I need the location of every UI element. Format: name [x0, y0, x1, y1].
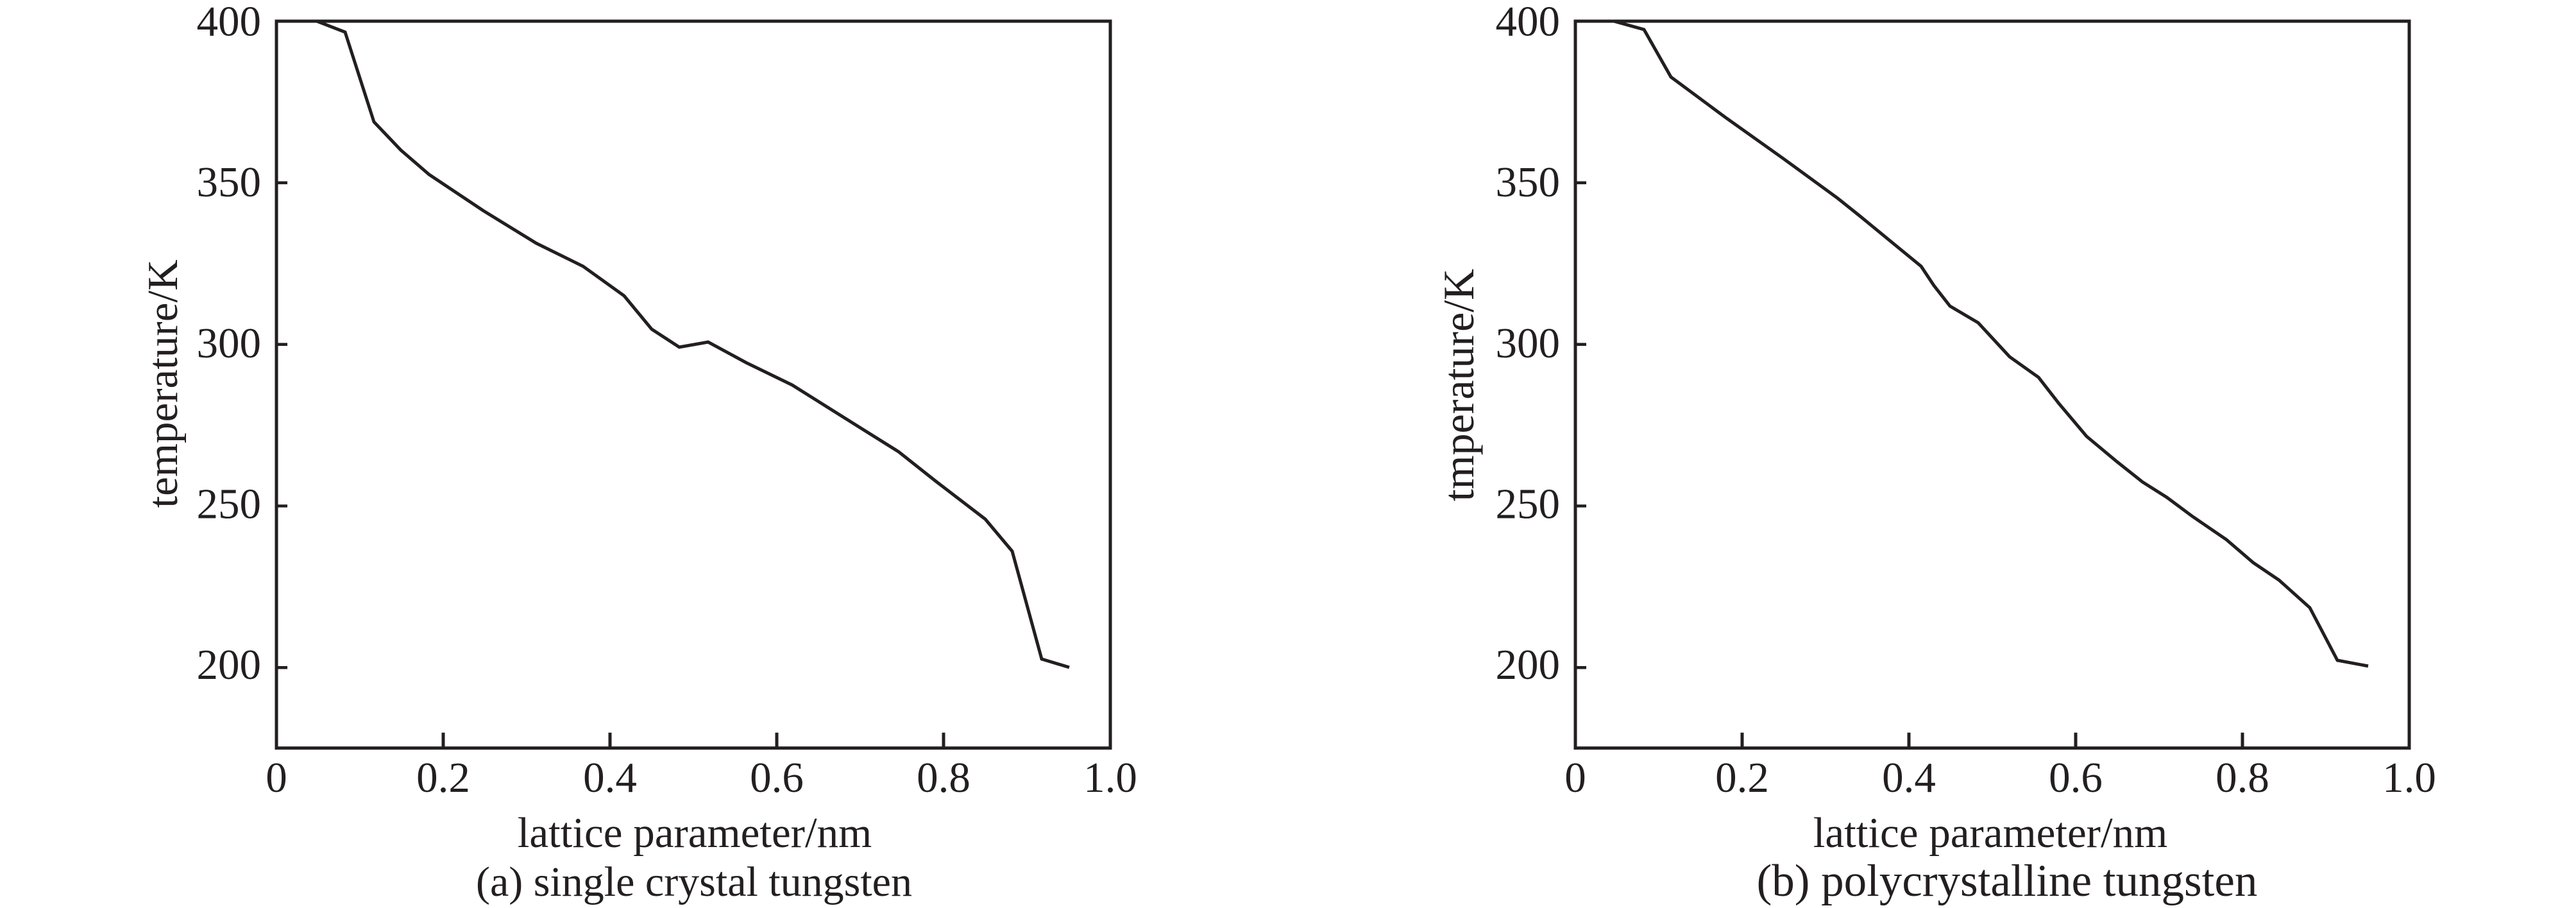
svg-text:0: 0: [1564, 754, 1586, 801]
svg-text:lattice parameter/nm: lattice parameter/nm: [1813, 809, 2167, 857]
svg-text:400: 400: [1496, 0, 1561, 45]
svg-text:0.8: 0.8: [917, 754, 970, 801]
svg-text:250: 250: [1496, 481, 1561, 528]
svg-text:350: 350: [197, 158, 262, 206]
svg-text:400: 400: [197, 0, 262, 45]
svg-text:tmperature/K: tmperature/K: [1434, 269, 1483, 502]
svg-text:lattice parameter/nm: lattice parameter/nm: [518, 809, 872, 857]
svg-text:0.6: 0.6: [2049, 754, 2103, 801]
svg-text:250: 250: [197, 481, 262, 528]
svg-text:0.6: 0.6: [750, 754, 804, 801]
svg-text:0.2: 0.2: [416, 754, 470, 801]
svg-text:300: 300: [1496, 320, 1561, 367]
svg-text:1.0: 1.0: [2382, 754, 2436, 801]
svg-text:350: 350: [1496, 158, 1561, 206]
svg-text:(a) single crystal tungsten: (a) single crystal tungsten: [476, 859, 912, 905]
svg-text:0.8: 0.8: [2216, 754, 2269, 801]
svg-text:200: 200: [197, 641, 262, 689]
svg-text:300: 300: [197, 320, 262, 367]
svg-text:0.4: 0.4: [583, 754, 637, 801]
svg-text:(b) polycrystalline tungsten: (b) polycrystalline tungsten: [1757, 856, 2258, 906]
svg-text:1.0: 1.0: [1083, 754, 1137, 801]
svg-text:0: 0: [266, 754, 287, 801]
svg-text:200: 200: [1496, 641, 1561, 689]
svg-text:0.4: 0.4: [1882, 754, 1936, 801]
svg-text:0.2: 0.2: [1715, 754, 1769, 801]
svg-text:temperature/K: temperature/K: [139, 260, 187, 508]
